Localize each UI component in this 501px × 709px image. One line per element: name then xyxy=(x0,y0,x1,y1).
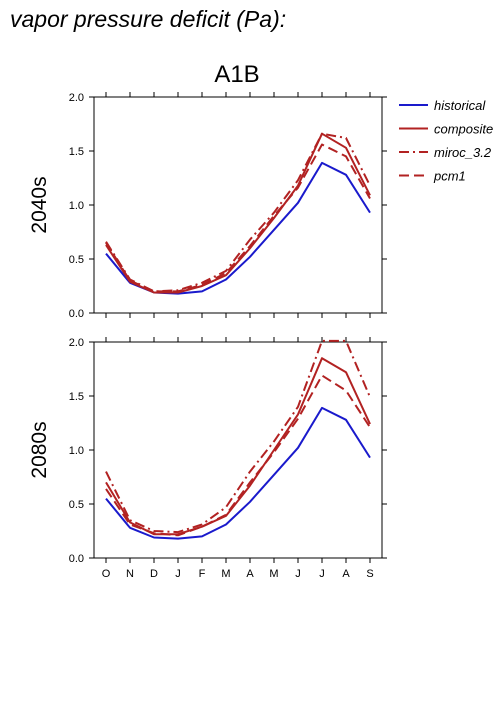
legend-label: pcm1 xyxy=(433,169,466,184)
x-tick-label: M xyxy=(221,568,230,580)
x-tick-label: D xyxy=(150,568,158,580)
x-tick-label: O xyxy=(102,568,111,580)
x-tick-label: J xyxy=(175,568,181,580)
panel-2080s: 0.0 0.5 1.0 1.5 2.0 O N D J F M A M J J A S 2080s xyxy=(28,337,387,580)
x-tick-label: M xyxy=(269,568,278,580)
x-tick-label: N xyxy=(126,568,134,580)
y-tick-label: 1.5 xyxy=(69,391,84,403)
x-tick-label: A xyxy=(342,568,350,580)
y-tick-label: 0.0 xyxy=(69,308,84,320)
y-tick-label: 0.5 xyxy=(69,499,84,511)
x-tick-label: J xyxy=(295,568,301,580)
x-tick-label: S xyxy=(366,568,373,580)
legend: historical composite miroc_3.2 pcm1 xyxy=(399,98,493,184)
y-tick-label: 1.0 xyxy=(69,200,84,212)
legend-label: historical xyxy=(434,98,486,113)
page-title: vapor pressure deficit (Pa): xyxy=(10,6,287,32)
series-line-composite xyxy=(105,132,371,294)
series-line-pcm1 xyxy=(105,143,371,293)
x-tick-label: F xyxy=(199,568,206,580)
y-tick-label: 2.0 xyxy=(69,92,84,104)
y-tick-label: 0.0 xyxy=(69,553,84,565)
y-tick-label: 1.5 xyxy=(69,146,84,158)
legend-label: miroc_3.2 xyxy=(434,145,492,160)
plot-frame xyxy=(93,96,383,314)
series-line-historical xyxy=(105,161,371,295)
y-tick-label: 0.5 xyxy=(69,254,84,266)
series-line-miroc-3-2 xyxy=(105,339,371,534)
series-line-historical xyxy=(105,406,371,540)
series-line-composite xyxy=(105,357,371,536)
legend-label: composite xyxy=(434,122,493,137)
y-tick-label: 1.0 xyxy=(69,445,84,457)
y-tick-label: 2.0 xyxy=(69,337,84,349)
panel-2040s: 0.0 0.5 1.0 1.5 2.0 2040s xyxy=(28,92,387,320)
panel-label: 2040s xyxy=(28,176,51,233)
x-tick-label: J xyxy=(319,568,325,580)
scenario-title: A1B xyxy=(214,61,259,88)
panel-label: 2080s xyxy=(28,421,51,478)
series-line-pcm1 xyxy=(105,374,371,537)
x-tick-label: A xyxy=(246,568,254,580)
